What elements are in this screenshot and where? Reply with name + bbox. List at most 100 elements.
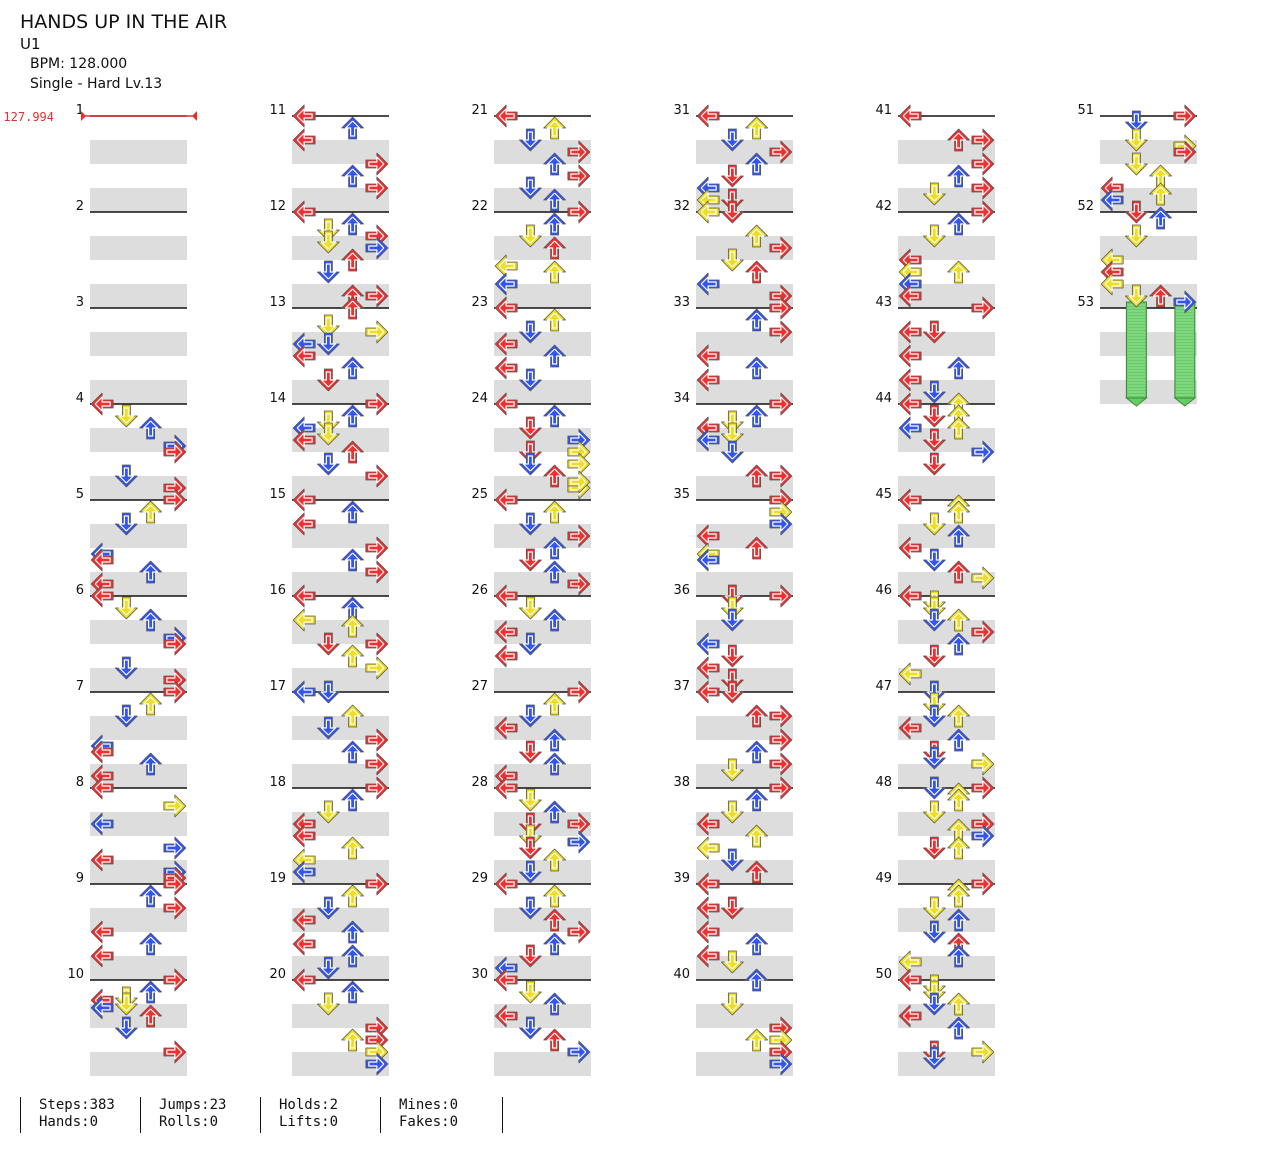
- beat-band: [90, 236, 187, 260]
- left-arrow-icon: [90, 848, 114, 872]
- down-arrow-icon: [720, 758, 744, 782]
- down-arrow-icon: [518, 980, 542, 1004]
- right-arrow-icon: [163, 632, 187, 656]
- song-title: HANDS UP IN THE AIR: [20, 11, 228, 33]
- left-arrow-icon: [494, 716, 518, 740]
- left-arrow-icon: [898, 968, 922, 992]
- left-arrow-icon: [898, 344, 922, 368]
- up-arrow-icon: [543, 992, 567, 1016]
- measure-number: 39: [673, 871, 690, 886]
- left-arrow-icon: [292, 584, 316, 608]
- up-arrow-icon: [543, 116, 567, 140]
- up-arrow-icon: [341, 356, 365, 380]
- down-arrow-icon: [720, 584, 744, 608]
- down-arrow-icon: [114, 704, 138, 728]
- right-arrow-icon: [365, 656, 389, 680]
- down-arrow-icon: [1124, 284, 1148, 308]
- beat-band: [90, 524, 187, 548]
- stat-group-steps: Steps:383 Hands:0: [20, 1097, 140, 1133]
- up-arrow-icon: [947, 704, 971, 728]
- down-arrow-icon: [922, 452, 946, 476]
- up-arrow-icon: [341, 296, 365, 320]
- down-arrow-icon: [518, 824, 542, 848]
- right-arrow-icon: [971, 776, 995, 800]
- left-arrow-icon: [494, 332, 518, 356]
- measure-number: 50: [875, 967, 892, 982]
- down-arrow-icon: [518, 128, 542, 152]
- up-arrow-icon: [947, 884, 971, 908]
- left-arrow-icon: [696, 920, 720, 944]
- down-arrow-icon: [922, 836, 946, 860]
- up-arrow-icon: [341, 548, 365, 572]
- up-arrow-icon: [341, 1028, 365, 1052]
- down-arrow-icon: [316, 332, 340, 356]
- right-arrow-icon: [971, 1040, 995, 1064]
- down-arrow-icon: [518, 596, 542, 620]
- right-arrow-icon: [365, 392, 389, 416]
- down-arrow-icon: [922, 800, 946, 824]
- measure-number: 1: [76, 103, 84, 118]
- left-arrow-icon: [292, 968, 316, 992]
- up-arrow-icon: [543, 464, 567, 488]
- down-arrow-icon: [720, 680, 744, 704]
- beat-band: [494, 236, 591, 260]
- up-arrow-icon: [947, 560, 971, 584]
- measure-number: 42: [875, 199, 892, 214]
- stat-jumps: Jumps:23: [159, 1097, 227, 1113]
- down-arrow-icon: [316, 716, 340, 740]
- measure-number: 37: [673, 679, 690, 694]
- down-arrow-icon: [720, 848, 744, 872]
- measure-number: 29: [471, 871, 488, 886]
- up-arrow-icon: [947, 128, 971, 152]
- right-arrow-icon: [567, 920, 591, 944]
- up-arrow-icon: [745, 1028, 769, 1052]
- up-arrow-icon: [947, 356, 971, 380]
- down-arrow-icon: [518, 704, 542, 728]
- up-arrow-icon: [947, 944, 971, 968]
- left-arrow-icon: [494, 1004, 518, 1028]
- right-arrow-icon: [769, 776, 793, 800]
- up-arrow-icon: [139, 416, 163, 440]
- down-arrow-icon: [720, 248, 744, 272]
- right-arrow-icon: [163, 896, 187, 920]
- up-arrow-icon: [543, 500, 567, 524]
- left-arrow-icon: [292, 932, 316, 956]
- down-arrow-icon: [316, 632, 340, 656]
- step-chart: 1234567891011121314151617181920212223242…: [3, 103, 1197, 1076]
- measure-number: 21: [471, 103, 488, 118]
- right-arrow-icon: [769, 140, 793, 164]
- up-arrow-icon: [543, 1028, 567, 1052]
- left-arrow-icon: [696, 104, 720, 128]
- down-arrow-icon: [316, 896, 340, 920]
- up-arrow-icon: [947, 260, 971, 284]
- up-arrow-icon: [341, 836, 365, 860]
- down-arrow-icon: [518, 176, 542, 200]
- down-arrow-icon: [518, 788, 542, 812]
- left-arrow-icon: [1100, 188, 1124, 212]
- left-arrow-icon: [292, 608, 316, 632]
- stat-divider-end: [502, 1097, 504, 1133]
- up-arrow-icon: [341, 404, 365, 428]
- bpm-label: BPM: 128.000: [30, 56, 128, 72]
- up-arrow-icon: [341, 944, 365, 968]
- left-arrow-icon: [898, 284, 922, 308]
- down-arrow-icon: [518, 224, 542, 248]
- hold-bar: [1124, 301, 1148, 407]
- up-arrow-icon: [341, 644, 365, 668]
- down-arrow-icon: [316, 452, 340, 476]
- up-arrow-icon: [745, 464, 769, 488]
- up-arrow-icon: [341, 788, 365, 812]
- down-arrow-icon: [518, 944, 542, 968]
- right-arrow-icon: [365, 236, 389, 260]
- down-arrow-icon: [518, 512, 542, 536]
- up-arrow-icon: [947, 1016, 971, 1040]
- down-arrow-icon: [1124, 200, 1148, 224]
- measure-number: 2: [76, 199, 84, 214]
- down-arrow-icon: [720, 410, 744, 434]
- up-arrow-icon: [341, 740, 365, 764]
- left-arrow-icon: [1100, 272, 1124, 296]
- right-arrow-icon: [971, 152, 995, 176]
- down-arrow-icon: [720, 596, 744, 620]
- up-arrow-icon: [139, 932, 163, 956]
- beat-band: [90, 284, 187, 308]
